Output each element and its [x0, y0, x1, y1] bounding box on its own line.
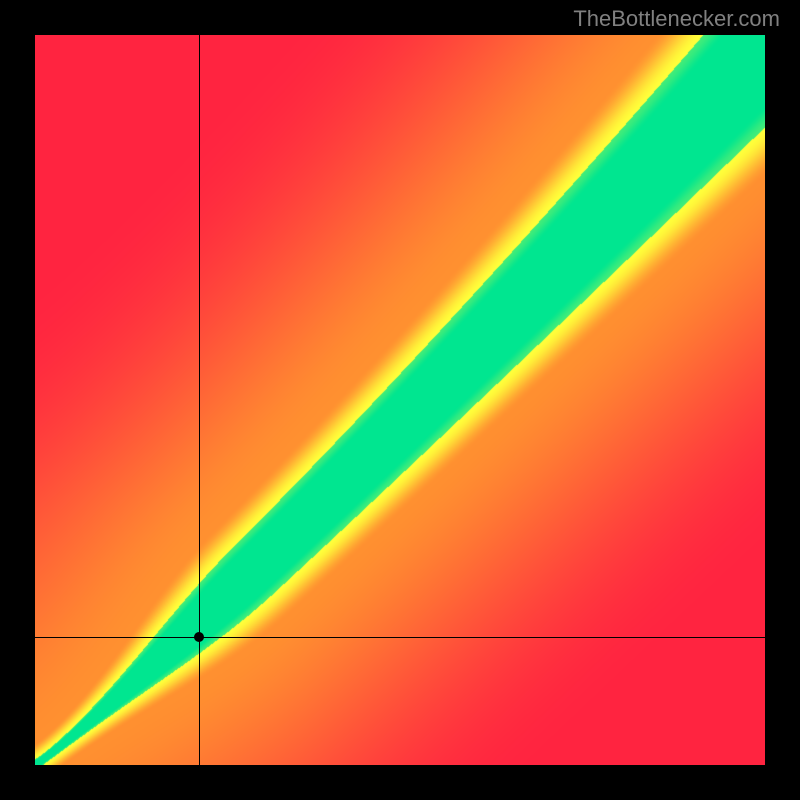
plot-area: [35, 35, 765, 765]
data-point-marker: [194, 632, 204, 642]
crosshair-horizontal: [35, 637, 765, 638]
chart-container: TheBottlenecker.com: [0, 0, 800, 800]
watermark-text: TheBottlenecker.com: [573, 6, 780, 32]
heatmap-canvas: [35, 35, 765, 765]
crosshair-vertical: [199, 35, 200, 765]
